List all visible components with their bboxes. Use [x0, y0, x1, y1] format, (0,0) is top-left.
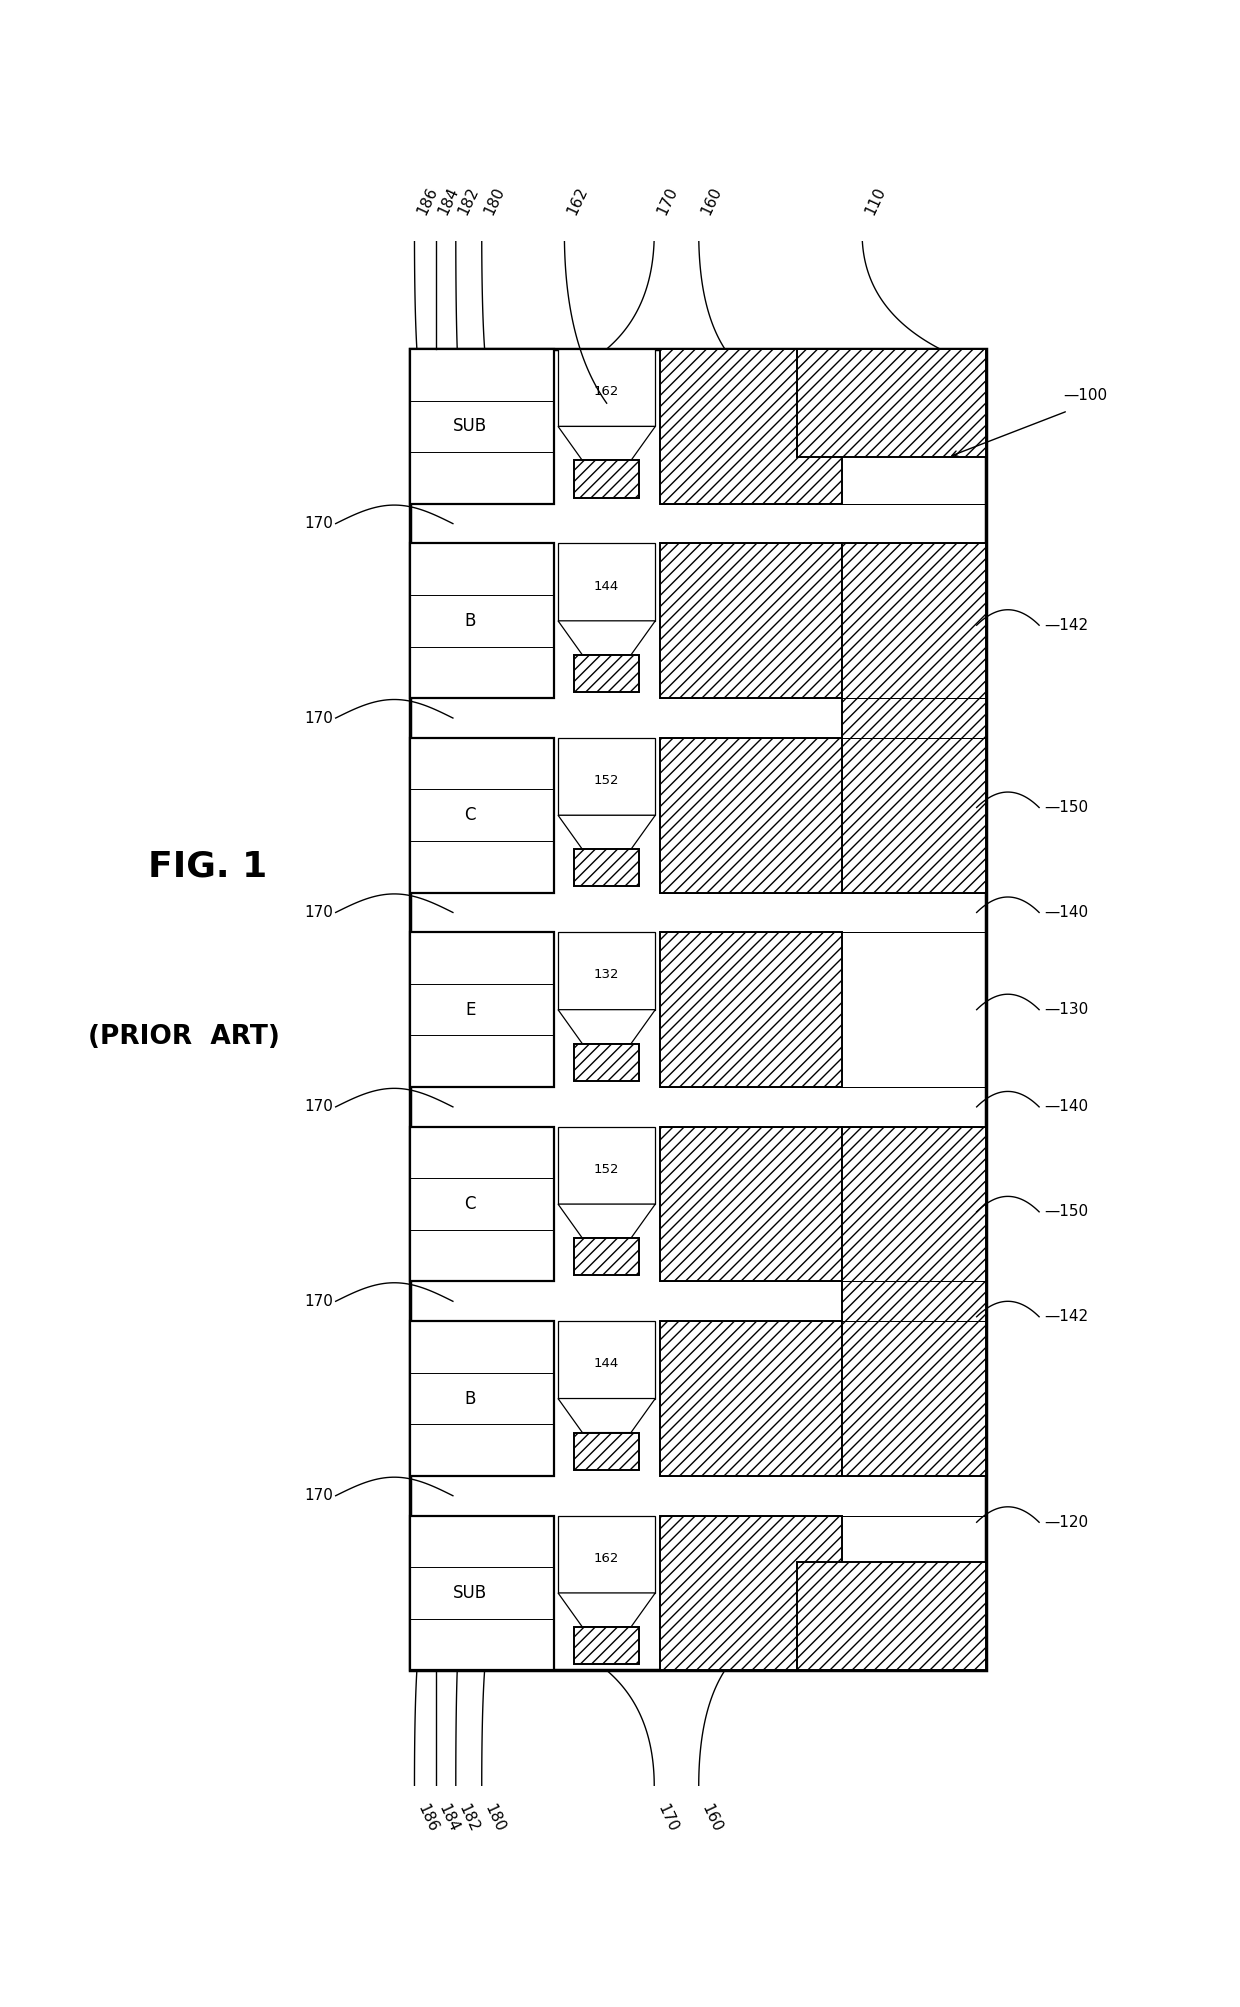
Text: 180: 180: [481, 1802, 507, 1834]
Text: 160: 160: [698, 1802, 724, 1834]
Text: 160: 160: [698, 185, 724, 217]
Text: (PRIOR  ART): (PRIOR ART): [88, 1024, 280, 1050]
Text: 180: 180: [481, 185, 507, 217]
Bar: [409, 739, 554, 893]
Bar: [797, 349, 986, 458]
Text: 162: 162: [594, 385, 619, 397]
Bar: [558, 544, 655, 620]
Bar: [842, 544, 986, 893]
Bar: [409, 1321, 554, 1475]
Text: 152: 152: [594, 1162, 620, 1176]
Polygon shape: [558, 1204, 655, 1238]
Bar: [574, 1628, 640, 1664]
Bar: [660, 349, 842, 504]
Bar: [558, 1515, 655, 1594]
Bar: [660, 1321, 842, 1475]
Text: 162: 162: [564, 185, 590, 217]
Polygon shape: [558, 1594, 655, 1628]
Bar: [558, 933, 655, 1010]
Text: 182: 182: [456, 185, 481, 217]
Bar: [409, 1126, 554, 1282]
Text: C: C: [465, 807, 476, 825]
Text: 184: 184: [435, 1802, 461, 1834]
Text: 170: 170: [304, 516, 332, 532]
Text: —150: —150: [1044, 801, 1087, 815]
Bar: [574, 1044, 640, 1082]
Text: 152: 152: [594, 775, 620, 787]
Text: 184: 184: [435, 185, 461, 217]
Bar: [409, 349, 986, 1670]
Text: —142: —142: [1044, 618, 1087, 632]
Text: 170: 170: [304, 710, 332, 727]
Text: E: E: [465, 1001, 475, 1020]
Polygon shape: [558, 620, 655, 654]
Bar: [574, 654, 640, 692]
Bar: [660, 1126, 842, 1282]
Text: 186: 186: [414, 185, 440, 217]
Text: 170: 170: [655, 185, 680, 217]
Text: 144: 144: [594, 580, 619, 592]
Text: FIG. 1: FIG. 1: [149, 849, 268, 883]
Bar: [409, 349, 554, 504]
Bar: [660, 1515, 842, 1670]
Text: 170: 170: [304, 1489, 332, 1503]
Bar: [660, 739, 842, 893]
Text: 162: 162: [594, 1551, 619, 1565]
Text: SUB: SUB: [453, 1584, 487, 1602]
Bar: [409, 1515, 554, 1670]
Polygon shape: [558, 815, 655, 849]
Text: 182: 182: [456, 1802, 481, 1834]
Bar: [842, 1126, 986, 1475]
Text: B: B: [465, 612, 476, 630]
Text: B: B: [465, 1389, 476, 1407]
Bar: [558, 739, 655, 815]
Bar: [660, 544, 842, 698]
Text: —140: —140: [1044, 1100, 1087, 1114]
Text: SUB: SUB: [453, 417, 487, 436]
Bar: [558, 1126, 655, 1204]
Bar: [558, 1321, 655, 1399]
Text: —150: —150: [1044, 1204, 1087, 1220]
Bar: [409, 544, 554, 698]
Bar: [660, 933, 842, 1088]
Text: C: C: [465, 1194, 476, 1212]
Text: 170: 170: [304, 1295, 332, 1309]
Bar: [574, 460, 640, 498]
Bar: [797, 1561, 986, 1670]
Text: —130: —130: [1044, 1001, 1089, 1018]
Text: —100: —100: [1063, 387, 1107, 403]
Bar: [574, 1433, 640, 1469]
Bar: [574, 849, 640, 887]
Text: 110: 110: [862, 185, 888, 217]
Text: 186: 186: [414, 1802, 440, 1834]
Text: 170: 170: [304, 1100, 332, 1114]
Text: —142: —142: [1044, 1309, 1087, 1325]
Text: 144: 144: [594, 1357, 619, 1371]
Polygon shape: [558, 1399, 655, 1433]
Bar: [574, 1238, 640, 1274]
Polygon shape: [558, 1010, 655, 1044]
Polygon shape: [558, 425, 655, 460]
Text: 170: 170: [655, 1802, 680, 1834]
Text: 132: 132: [594, 967, 620, 981]
Bar: [558, 349, 655, 425]
Text: 170: 170: [304, 905, 332, 919]
Text: —140: —140: [1044, 905, 1087, 919]
Text: —120: —120: [1044, 1515, 1087, 1529]
Bar: [409, 933, 554, 1088]
